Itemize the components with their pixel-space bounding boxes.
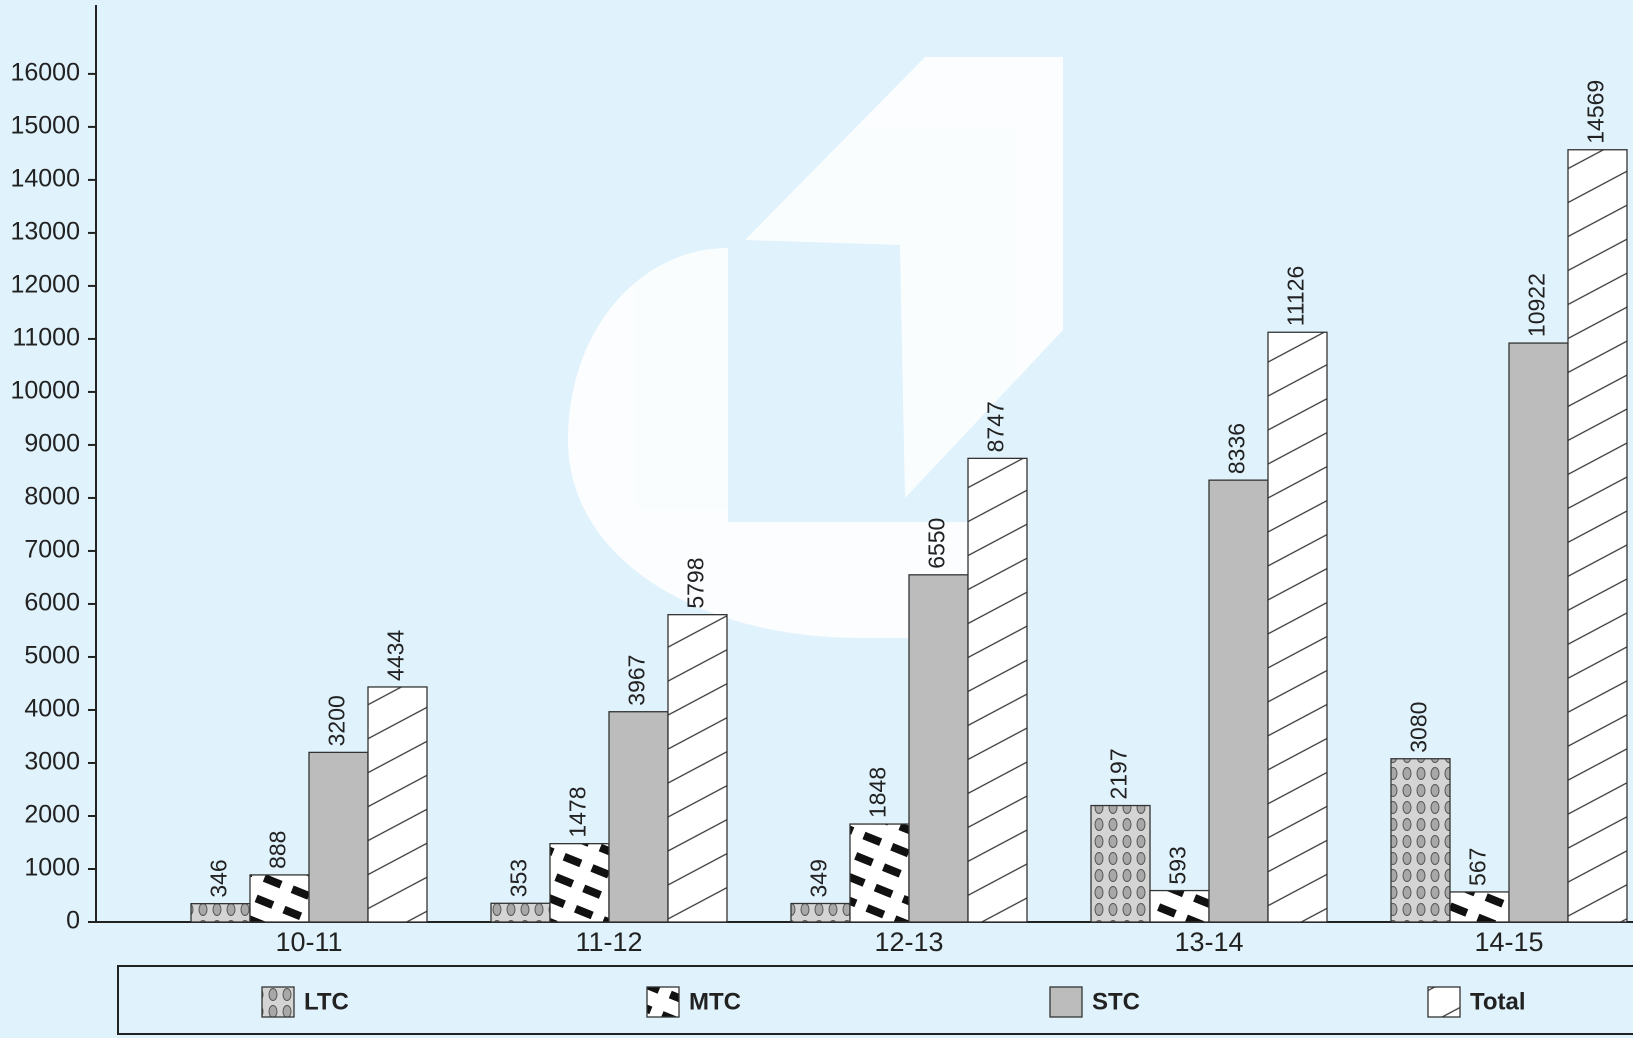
x-tick-label: 10-11 bbox=[275, 927, 342, 957]
value-label: 567 bbox=[1465, 848, 1491, 886]
y-tick-label: 9000 bbox=[24, 430, 80, 458]
bar bbox=[849, 823, 910, 923]
y-tick-label: 2000 bbox=[24, 801, 80, 829]
y-tick-label: 14000 bbox=[10, 165, 80, 193]
bar bbox=[249, 874, 310, 923]
y-tick-label: 13000 bbox=[10, 218, 80, 246]
bar bbox=[1390, 758, 1451, 923]
bar bbox=[667, 614, 728, 923]
y-tick-label: 8000 bbox=[24, 483, 80, 511]
value-label: 3080 bbox=[1406, 702, 1432, 753]
bar bbox=[1567, 149, 1628, 923]
legend-label: Total bbox=[1470, 988, 1526, 1015]
y-tick-label: 3000 bbox=[24, 748, 80, 776]
bar bbox=[908, 574, 969, 923]
value-label: 353 bbox=[506, 859, 532, 897]
bar bbox=[790, 902, 851, 923]
value-label: 593 bbox=[1165, 846, 1191, 884]
x-tick-label: 13-14 bbox=[1174, 927, 1243, 957]
y-tick-label: 0 bbox=[66, 907, 80, 935]
y-tick-label: 1000 bbox=[24, 854, 80, 882]
value-label: 1478 bbox=[565, 786, 591, 837]
value-label: 8336 bbox=[1224, 423, 1250, 474]
bar bbox=[967, 457, 1028, 923]
y-tick-label: 15000 bbox=[10, 112, 80, 140]
y-tick-label: 6000 bbox=[24, 589, 80, 617]
x-tick-label: 14-15 bbox=[1474, 927, 1543, 957]
value-label: 1848 bbox=[865, 767, 891, 818]
bar bbox=[367, 686, 428, 923]
legend-swatch bbox=[1049, 986, 1083, 1018]
value-label: 10922 bbox=[1524, 273, 1550, 337]
y-tick-label: 5000 bbox=[24, 642, 80, 670]
bar bbox=[549, 843, 610, 923]
legend-label: STC bbox=[1092, 988, 1140, 1015]
bar bbox=[608, 711, 669, 923]
value-label: 14569 bbox=[1583, 80, 1609, 144]
x-tick-label: 11-12 bbox=[575, 927, 642, 957]
x-tick-label: 12-13 bbox=[874, 927, 943, 957]
legend-swatch bbox=[646, 986, 680, 1018]
y-tick-label: 4000 bbox=[24, 695, 80, 723]
value-label: 3967 bbox=[624, 655, 650, 706]
value-label: 3200 bbox=[324, 695, 350, 746]
bar bbox=[308, 751, 369, 923]
value-label: 6550 bbox=[924, 518, 950, 569]
value-label: 346 bbox=[206, 859, 232, 897]
y-tick-label: 11000 bbox=[12, 324, 80, 352]
bar bbox=[1149, 889, 1210, 923]
legend-swatch bbox=[1427, 986, 1461, 1018]
bar bbox=[1508, 342, 1569, 923]
legend-box bbox=[117, 965, 1633, 1035]
bar bbox=[1208, 479, 1269, 923]
legend-label: MTC bbox=[689, 988, 741, 1015]
y-tick-label: 12000 bbox=[10, 271, 80, 299]
value-label: 888 bbox=[265, 831, 291, 869]
value-label: 11126 bbox=[1283, 266, 1309, 327]
y-tick-label: 10000 bbox=[10, 377, 80, 405]
value-label: 349 bbox=[806, 859, 832, 897]
y-tick-label: 16000 bbox=[10, 59, 80, 87]
watermark bbox=[568, 57, 1063, 638]
value-label: 8747 bbox=[983, 401, 1009, 452]
value-label: 4434 bbox=[383, 630, 409, 681]
legend-label: LTC bbox=[304, 988, 349, 1015]
value-label: 5798 bbox=[683, 558, 709, 609]
bar bbox=[1090, 804, 1151, 923]
bar bbox=[490, 902, 551, 923]
y-tick-label: 7000 bbox=[24, 536, 80, 564]
bar bbox=[1449, 891, 1510, 923]
value-label: 2197 bbox=[1106, 748, 1132, 799]
legend-swatch bbox=[261, 986, 295, 1018]
bar bbox=[1267, 331, 1328, 923]
bar bbox=[190, 903, 251, 923]
